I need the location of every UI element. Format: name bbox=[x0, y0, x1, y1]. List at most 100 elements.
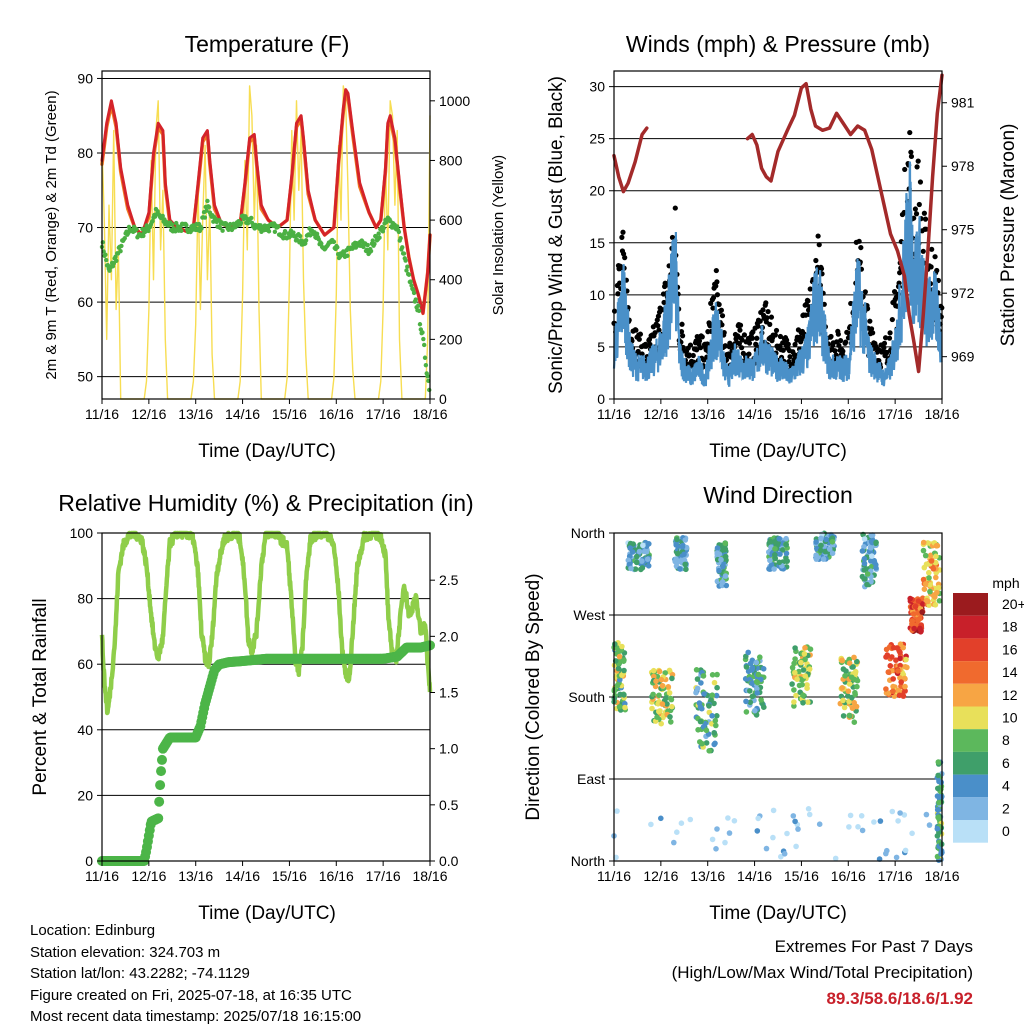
winds-x-tick-label: 12/16 bbox=[643, 406, 678, 422]
dewpoint-point bbox=[113, 254, 118, 259]
direction-point bbox=[636, 548, 643, 555]
temperature-right-ticks: 0 200 400 600 800 1000 bbox=[430, 93, 470, 407]
humidity-y-tick-label: 0 bbox=[85, 853, 93, 869]
gust-point bbox=[672, 205, 678, 211]
gust-point bbox=[870, 330, 876, 336]
direction-y-tick-label: West bbox=[573, 607, 605, 623]
direction-point bbox=[627, 545, 633, 551]
dewpoint-point bbox=[276, 224, 281, 229]
direction-point bbox=[639, 558, 645, 564]
direction-point bbox=[902, 664, 909, 670]
dewpoint-point bbox=[411, 290, 417, 296]
direction-point bbox=[720, 563, 726, 570]
direction-point bbox=[792, 656, 798, 662]
direction-point bbox=[754, 690, 760, 696]
direction-point bbox=[852, 691, 858, 698]
direction-point bbox=[694, 685, 701, 692]
direction-point bbox=[757, 654, 763, 660]
gust-point bbox=[690, 352, 696, 359]
dewpoint-point bbox=[395, 224, 400, 229]
direction-point bbox=[927, 582, 933, 588]
direction-point bbox=[722, 540, 729, 547]
direction-point bbox=[619, 672, 625, 678]
direction-point bbox=[918, 628, 924, 634]
direction-point bbox=[658, 676, 665, 683]
direction-point bbox=[934, 793, 941, 799]
gust-point bbox=[714, 279, 720, 285]
direction-point bbox=[783, 550, 790, 557]
direction-point bbox=[753, 712, 760, 718]
direction-point bbox=[617, 691, 623, 698]
winds-right-label: Station Pressure (Maroon) bbox=[998, 124, 1019, 347]
dewpoint-point bbox=[368, 248, 374, 254]
direction-point bbox=[912, 603, 919, 610]
winds-x-tick-label: 14/16 bbox=[737, 406, 772, 422]
direction-point bbox=[659, 701, 666, 707]
direction-point bbox=[893, 854, 900, 861]
direction-point bbox=[614, 808, 620, 814]
gust-point bbox=[754, 335, 760, 341]
dewpoint-point bbox=[205, 198, 210, 204]
winds-x-label: Time (Day/UTC) bbox=[709, 441, 847, 462]
direction-point bbox=[714, 684, 720, 691]
speed-legend-label: 2 bbox=[1002, 800, 1010, 816]
direction-point bbox=[935, 785, 941, 792]
dewpoint-point bbox=[335, 245, 340, 250]
direction-point bbox=[645, 563, 652, 569]
gust-point bbox=[902, 166, 908, 173]
dewpoint-point bbox=[427, 387, 432, 393]
direction-point bbox=[820, 556, 827, 562]
direction-point bbox=[804, 685, 810, 691]
gust-point bbox=[757, 318, 763, 324]
gust-point bbox=[917, 179, 924, 185]
dewpoint-point bbox=[400, 245, 405, 250]
direction-point bbox=[909, 830, 915, 837]
direction-point bbox=[873, 565, 879, 571]
humidity-x-tick-label: 16/16 bbox=[319, 868, 354, 884]
gust-point bbox=[912, 206, 918, 212]
gust-point bbox=[768, 314, 775, 320]
dewpoint-point bbox=[372, 241, 377, 247]
humidity-x-tick-label: 17/16 bbox=[366, 868, 401, 884]
speed-legend-label: 14 bbox=[1002, 664, 1018, 680]
gust-point bbox=[635, 348, 641, 355]
gust-point bbox=[718, 307, 724, 313]
dewpoint-point bbox=[140, 226, 145, 232]
direction-point bbox=[754, 685, 760, 692]
temperature-y-tick-label: 90 bbox=[77, 70, 93, 86]
dewpoint-point bbox=[206, 204, 212, 210]
direction-point bbox=[713, 846, 719, 852]
gust-point bbox=[807, 286, 813, 292]
temperature-y2-tick-label: 1000 bbox=[439, 93, 470, 109]
dewpoint-point bbox=[406, 272, 412, 277]
temperature-x-tick-label: 18/16 bbox=[412, 406, 447, 422]
dewpoint-point bbox=[314, 231, 320, 237]
winds-panel: Winds (mph) & Pressure (mb) 0 5 10 15 20 25 30… bbox=[546, 31, 1019, 462]
direction-point bbox=[846, 660, 853, 666]
direction-point bbox=[761, 704, 767, 710]
humidity-y2-tick-label: 1.0 bbox=[439, 741, 459, 757]
direction-point bbox=[923, 811, 930, 818]
humidity-panel: Relative Humidity (%) & Precipitation (i… bbox=[30, 490, 474, 924]
direction-point bbox=[694, 676, 701, 682]
direction-point bbox=[829, 550, 836, 557]
direction-point bbox=[805, 699, 811, 705]
gust-point bbox=[784, 337, 790, 343]
direction-point bbox=[783, 541, 789, 548]
direction-point bbox=[868, 532, 875, 539]
direction-point bbox=[723, 582, 730, 589]
dewpoint-point bbox=[370, 238, 375, 243]
direction-point bbox=[936, 598, 943, 604]
direction-point bbox=[850, 664, 856, 670]
direction-point bbox=[791, 660, 797, 667]
temperature-x-tick-label: 17/16 bbox=[366, 406, 401, 422]
direction-point bbox=[802, 645, 808, 651]
gust-point bbox=[617, 280, 623, 286]
direction-point bbox=[754, 679, 761, 686]
dewpoint-point bbox=[114, 258, 119, 263]
direction-point bbox=[858, 813, 865, 819]
direction-point bbox=[791, 703, 797, 709]
gust-point bbox=[911, 215, 917, 221]
recent-data-text: Most recent data timestamp: 2025/07/18 1… bbox=[30, 1008, 362, 1025]
direction-point bbox=[758, 697, 764, 703]
